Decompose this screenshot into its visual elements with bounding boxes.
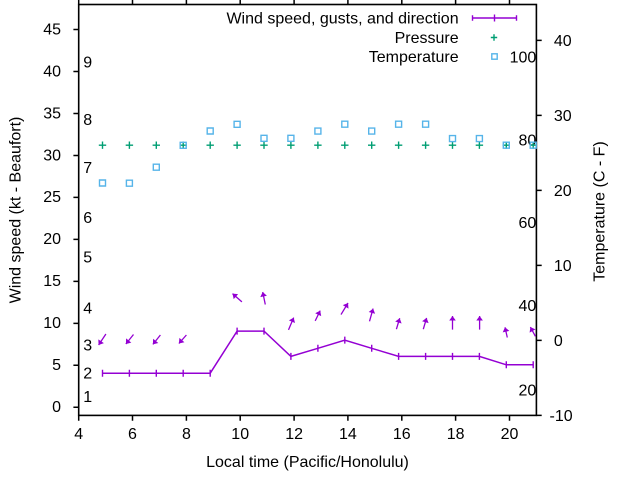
svg-text:16: 16 [393,426,411,443]
svg-text:Wind speed, gusts, and directi: Wind speed, gusts, and direction [226,10,458,27]
svg-text:40: 40 [554,33,572,50]
svg-text:8: 8 [83,112,92,129]
svg-text:20: 20 [501,426,519,443]
svg-text:-10: -10 [550,408,573,425]
svg-text:6: 6 [83,210,92,227]
svg-text:Temperature: Temperature [369,49,459,66]
svg-text:40: 40 [519,298,537,315]
svg-text:6: 6 [128,426,137,443]
svg-text:100: 100 [510,49,537,66]
svg-text:20: 20 [519,383,537,400]
svg-text:3: 3 [83,337,92,354]
svg-text:30: 30 [554,108,572,125]
svg-text:8: 8 [182,426,191,443]
svg-text:Temperature (C - F): Temperature (C - F) [592,141,609,281]
svg-text:1: 1 [83,389,92,406]
svg-text:12: 12 [285,426,303,443]
svg-text:45: 45 [43,21,61,38]
svg-text:4: 4 [74,426,83,443]
svg-text:7: 7 [83,160,92,177]
svg-text:35: 35 [43,105,61,122]
svg-text:20: 20 [43,231,61,248]
svg-text:40: 40 [43,63,61,80]
svg-text:20: 20 [554,183,572,200]
svg-text:10: 10 [554,258,572,275]
svg-text:18: 18 [447,426,465,443]
svg-text:60: 60 [519,215,537,232]
svg-text:9: 9 [83,54,92,71]
svg-text:Wind speed (kt - Beaufort): Wind speed (kt - Beaufort) [8,117,25,304]
svg-text:25: 25 [43,189,61,206]
svg-text:14: 14 [339,426,357,443]
svg-text:Pressure: Pressure [395,30,459,47]
svg-text:0: 0 [52,399,61,416]
svg-text:15: 15 [43,273,61,290]
svg-text:5: 5 [52,357,61,374]
svg-text:2: 2 [83,365,92,382]
svg-text:4: 4 [83,301,92,318]
svg-text:Local time (Pacific/Honolulu): Local time (Pacific/Honolulu) [206,454,409,471]
svg-text:5: 5 [83,249,92,266]
svg-text:10: 10 [43,315,61,332]
svg-text:0: 0 [554,333,563,350]
svg-text:30: 30 [43,147,61,164]
svg-text:10: 10 [231,426,249,443]
